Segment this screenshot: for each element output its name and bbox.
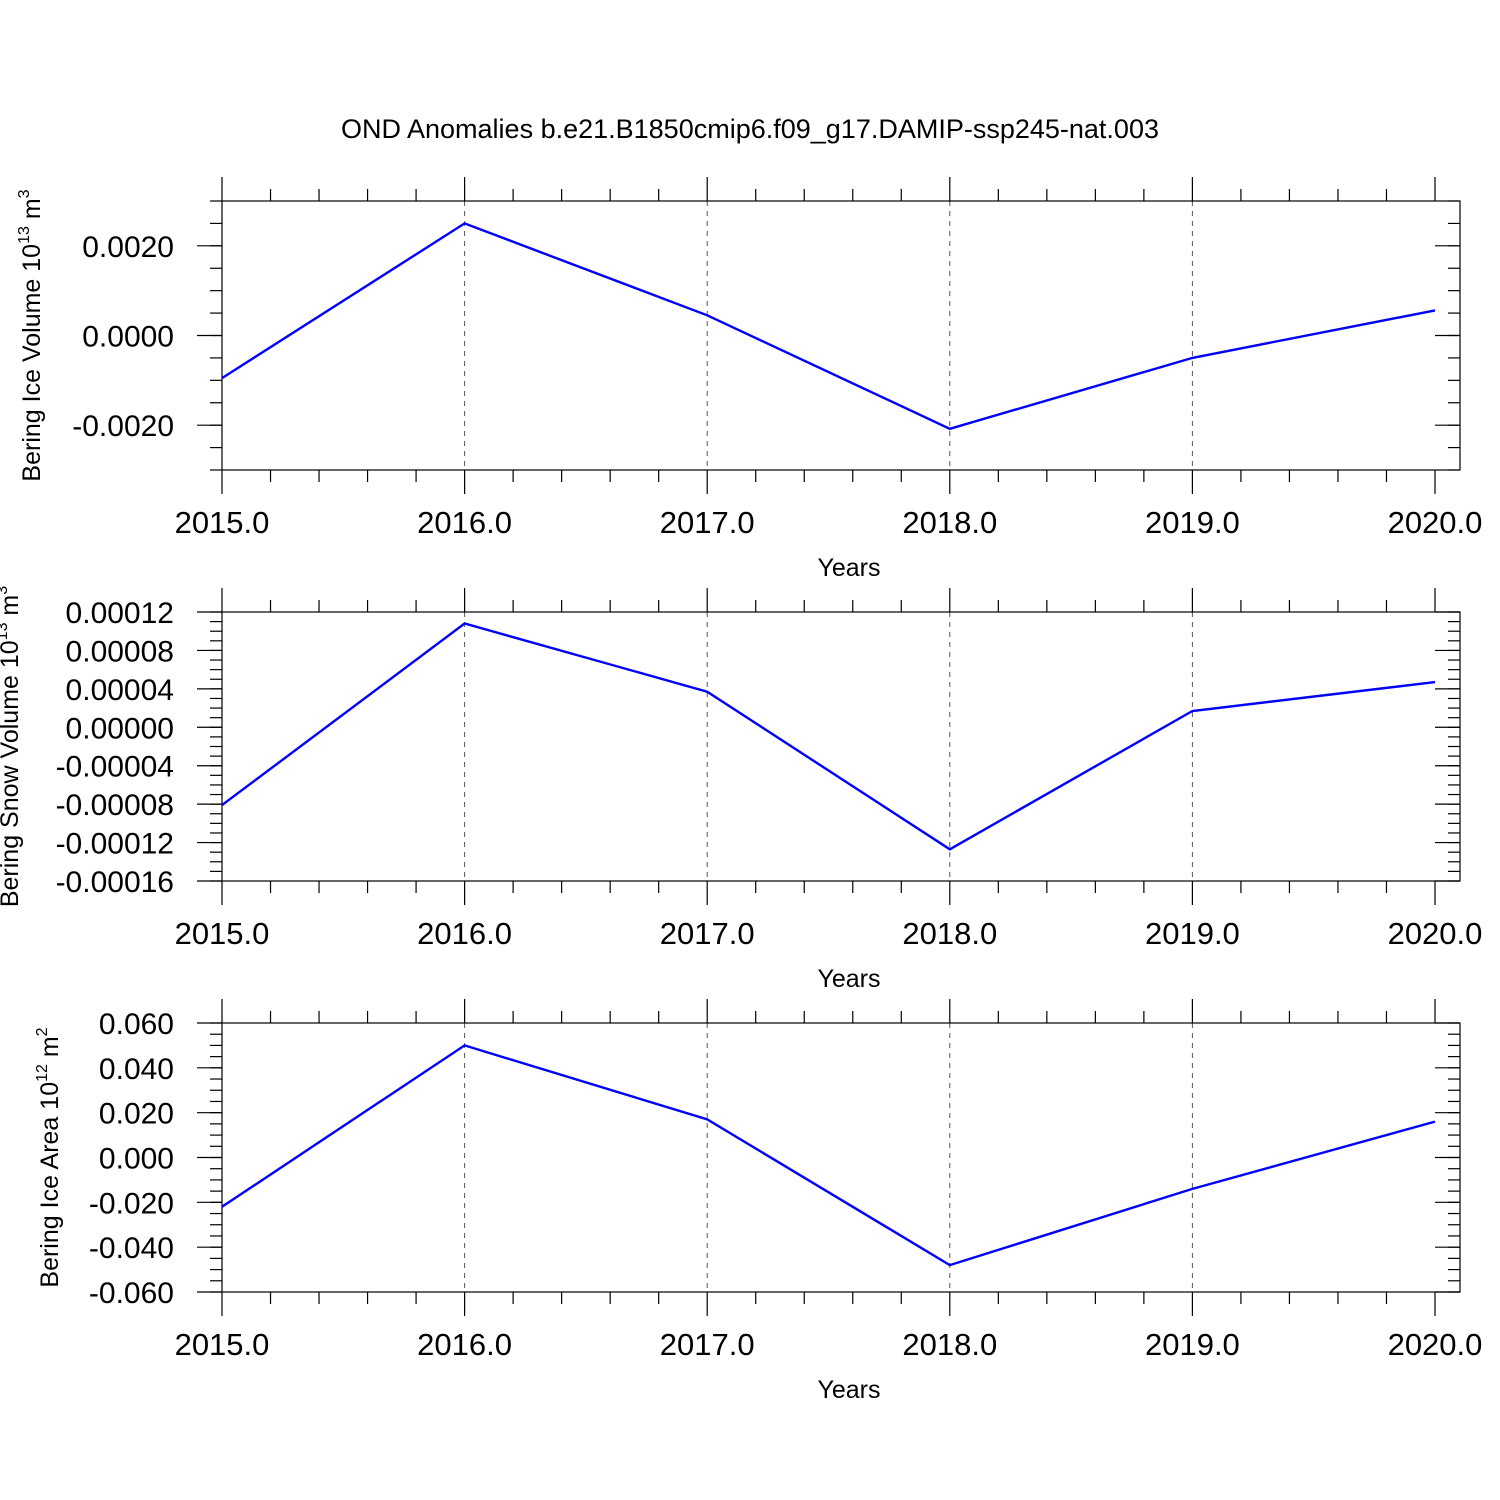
y-axis-title-unit: m xyxy=(0,595,24,623)
y-axis-title: Bering Ice Area 1012 m2 xyxy=(34,1027,64,1287)
y-tick-label: -0.00012 xyxy=(56,828,174,861)
y-axis-title-unit-exponent: 3 xyxy=(16,189,33,198)
plot-frame xyxy=(221,200,1461,471)
y-axis-title-text: Bering Ice Volume 10 xyxy=(18,244,46,482)
y-tick-label: 0.0000 xyxy=(82,321,174,354)
y-tick-label: 0.0020 xyxy=(82,231,174,264)
x-tick-label: 2018.0 xyxy=(902,505,997,540)
y-tick-label: -0.0020 xyxy=(72,410,174,443)
x-tick-label: 2020.0 xyxy=(1388,916,1483,951)
y-tick-label: -0.00016 xyxy=(56,866,174,899)
plot-frame xyxy=(221,611,1461,882)
y-tick-label: 0.00000 xyxy=(66,712,174,745)
y-axis-title-unit: m xyxy=(36,1036,64,1064)
y-tick-label: -0.040 xyxy=(89,1232,174,1265)
series-line xyxy=(221,222,1436,431)
panels: 2015.0 2016.0 2017.0 2018.0 2019.0 2020.0 Year… xyxy=(0,177,1482,1404)
x-tick-label: 2016.0 xyxy=(417,916,512,951)
y-tick-label: 0.040 xyxy=(99,1053,174,1086)
x-tick-label: 2019.0 xyxy=(1145,1327,1240,1362)
x-tick-label: 2017.0 xyxy=(660,505,755,540)
x-tick-label: 2018.0 xyxy=(902,1327,997,1362)
x-tick-label: 2015.0 xyxy=(175,916,270,951)
y-tick-label: 0.00008 xyxy=(66,635,174,668)
series-line xyxy=(221,622,1436,851)
y-axis-title-unit-exponent: 3 xyxy=(0,586,11,595)
x-tick-label: 2016.0 xyxy=(417,1327,512,1362)
y-axis-title-unit: m xyxy=(18,198,46,226)
panel-1: 2015.0 2016.0 2017.0 2018.0 2019.0 2020.0 Year… xyxy=(16,177,1482,582)
x-axis-title: Years xyxy=(817,965,880,993)
y-tick-label: 0.00004 xyxy=(66,674,174,707)
x-tick-label: 2018.0 xyxy=(902,916,997,951)
x-tick-label: 2017.0 xyxy=(660,916,755,951)
y-tick-label: -0.060 xyxy=(89,1277,174,1310)
chart-title: OND Anomalies b.e21.B1850cmip6.f09_g17.D… xyxy=(341,114,1159,144)
x-axis-title: Years xyxy=(817,1376,880,1404)
panel-3: 2015.0 2016.0 2017.0 2018.0 2019.0 2020.0 Year… xyxy=(34,999,1482,1404)
series-line xyxy=(221,1044,1436,1267)
y-axis-title-text: Bering Snow Volume 10 xyxy=(0,640,24,907)
y-tick-label: -0.00008 xyxy=(56,789,174,822)
y-tick-label: -0.020 xyxy=(89,1187,174,1220)
y-tick-label: 0.00012 xyxy=(66,597,174,630)
y-axis-title: Bering Snow Volume 1013 m3 xyxy=(0,586,24,907)
y-axis-title-exponent: 13 xyxy=(0,622,11,640)
y-tick-label: -0.00004 xyxy=(56,751,174,784)
x-tick-label: 2019.0 xyxy=(1145,505,1240,540)
x-tick-label: 2017.0 xyxy=(660,1327,755,1362)
y-axis-title: Bering Ice Volume 1013 m3 xyxy=(16,189,46,481)
y-tick-label: 0.060 xyxy=(99,1008,174,1041)
x-tick-label: 2019.0 xyxy=(1145,916,1240,951)
panel-2: 2015.0 2016.0 2017.0 2018.0 2019.0 2020.0 Year… xyxy=(0,586,1482,993)
y-tick-label: 0.000 xyxy=(99,1143,174,1176)
x-tick-label: 2020.0 xyxy=(1388,1327,1483,1362)
y-tick-label: 0.020 xyxy=(99,1098,174,1131)
y-axis-title-text: Bering Ice Area 10 xyxy=(36,1082,64,1288)
x-tick-label: 2015.0 xyxy=(175,1327,270,1362)
x-tick-label: 2020.0 xyxy=(1388,505,1483,540)
y-axis-title-exponent: 12 xyxy=(34,1064,51,1082)
x-tick-label: 2016.0 xyxy=(417,505,512,540)
y-axis-title-unit-exponent: 2 xyxy=(34,1027,51,1036)
x-tick-label: 2015.0 xyxy=(175,505,270,540)
x-axis-title: Years xyxy=(817,554,880,582)
y-axis-title-exponent: 13 xyxy=(16,226,33,244)
plot-frame xyxy=(221,1022,1461,1293)
